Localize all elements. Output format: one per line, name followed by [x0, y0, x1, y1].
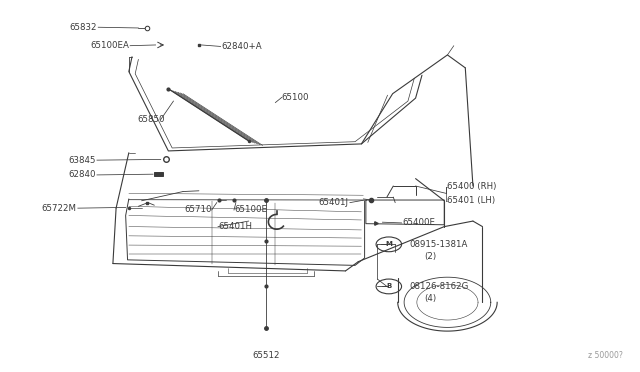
- Text: 65832: 65832: [70, 23, 97, 32]
- Text: 65401H: 65401H: [218, 222, 252, 231]
- Text: B: B: [386, 283, 392, 289]
- Text: 65400E: 65400E: [403, 218, 436, 227]
- Text: M: M: [385, 241, 392, 247]
- Text: 65850: 65850: [138, 115, 165, 124]
- Text: z 50000?: z 50000?: [588, 351, 623, 360]
- Text: 65100EA: 65100EA: [90, 41, 129, 50]
- Text: 08126-8162G: 08126-8162G: [409, 282, 468, 291]
- Text: 65401J: 65401J: [319, 198, 349, 207]
- Text: 62840: 62840: [68, 170, 96, 179]
- Text: 65401 (LH): 65401 (LH): [447, 196, 495, 205]
- Text: (4): (4): [424, 295, 436, 304]
- Text: 08915-1381A: 08915-1381A: [409, 240, 468, 249]
- Text: 65100E: 65100E: [234, 205, 267, 215]
- Text: 62840+A: 62840+A: [221, 42, 262, 51]
- Text: 65400 (RH): 65400 (RH): [447, 182, 497, 191]
- Text: 63845: 63845: [68, 155, 96, 165]
- Text: 65100: 65100: [282, 93, 309, 102]
- Text: 65710: 65710: [184, 205, 212, 215]
- Text: 65512: 65512: [252, 350, 280, 360]
- Bar: [154, 172, 163, 176]
- Text: (2): (2): [424, 252, 436, 262]
- Text: 65722M: 65722M: [42, 203, 77, 213]
